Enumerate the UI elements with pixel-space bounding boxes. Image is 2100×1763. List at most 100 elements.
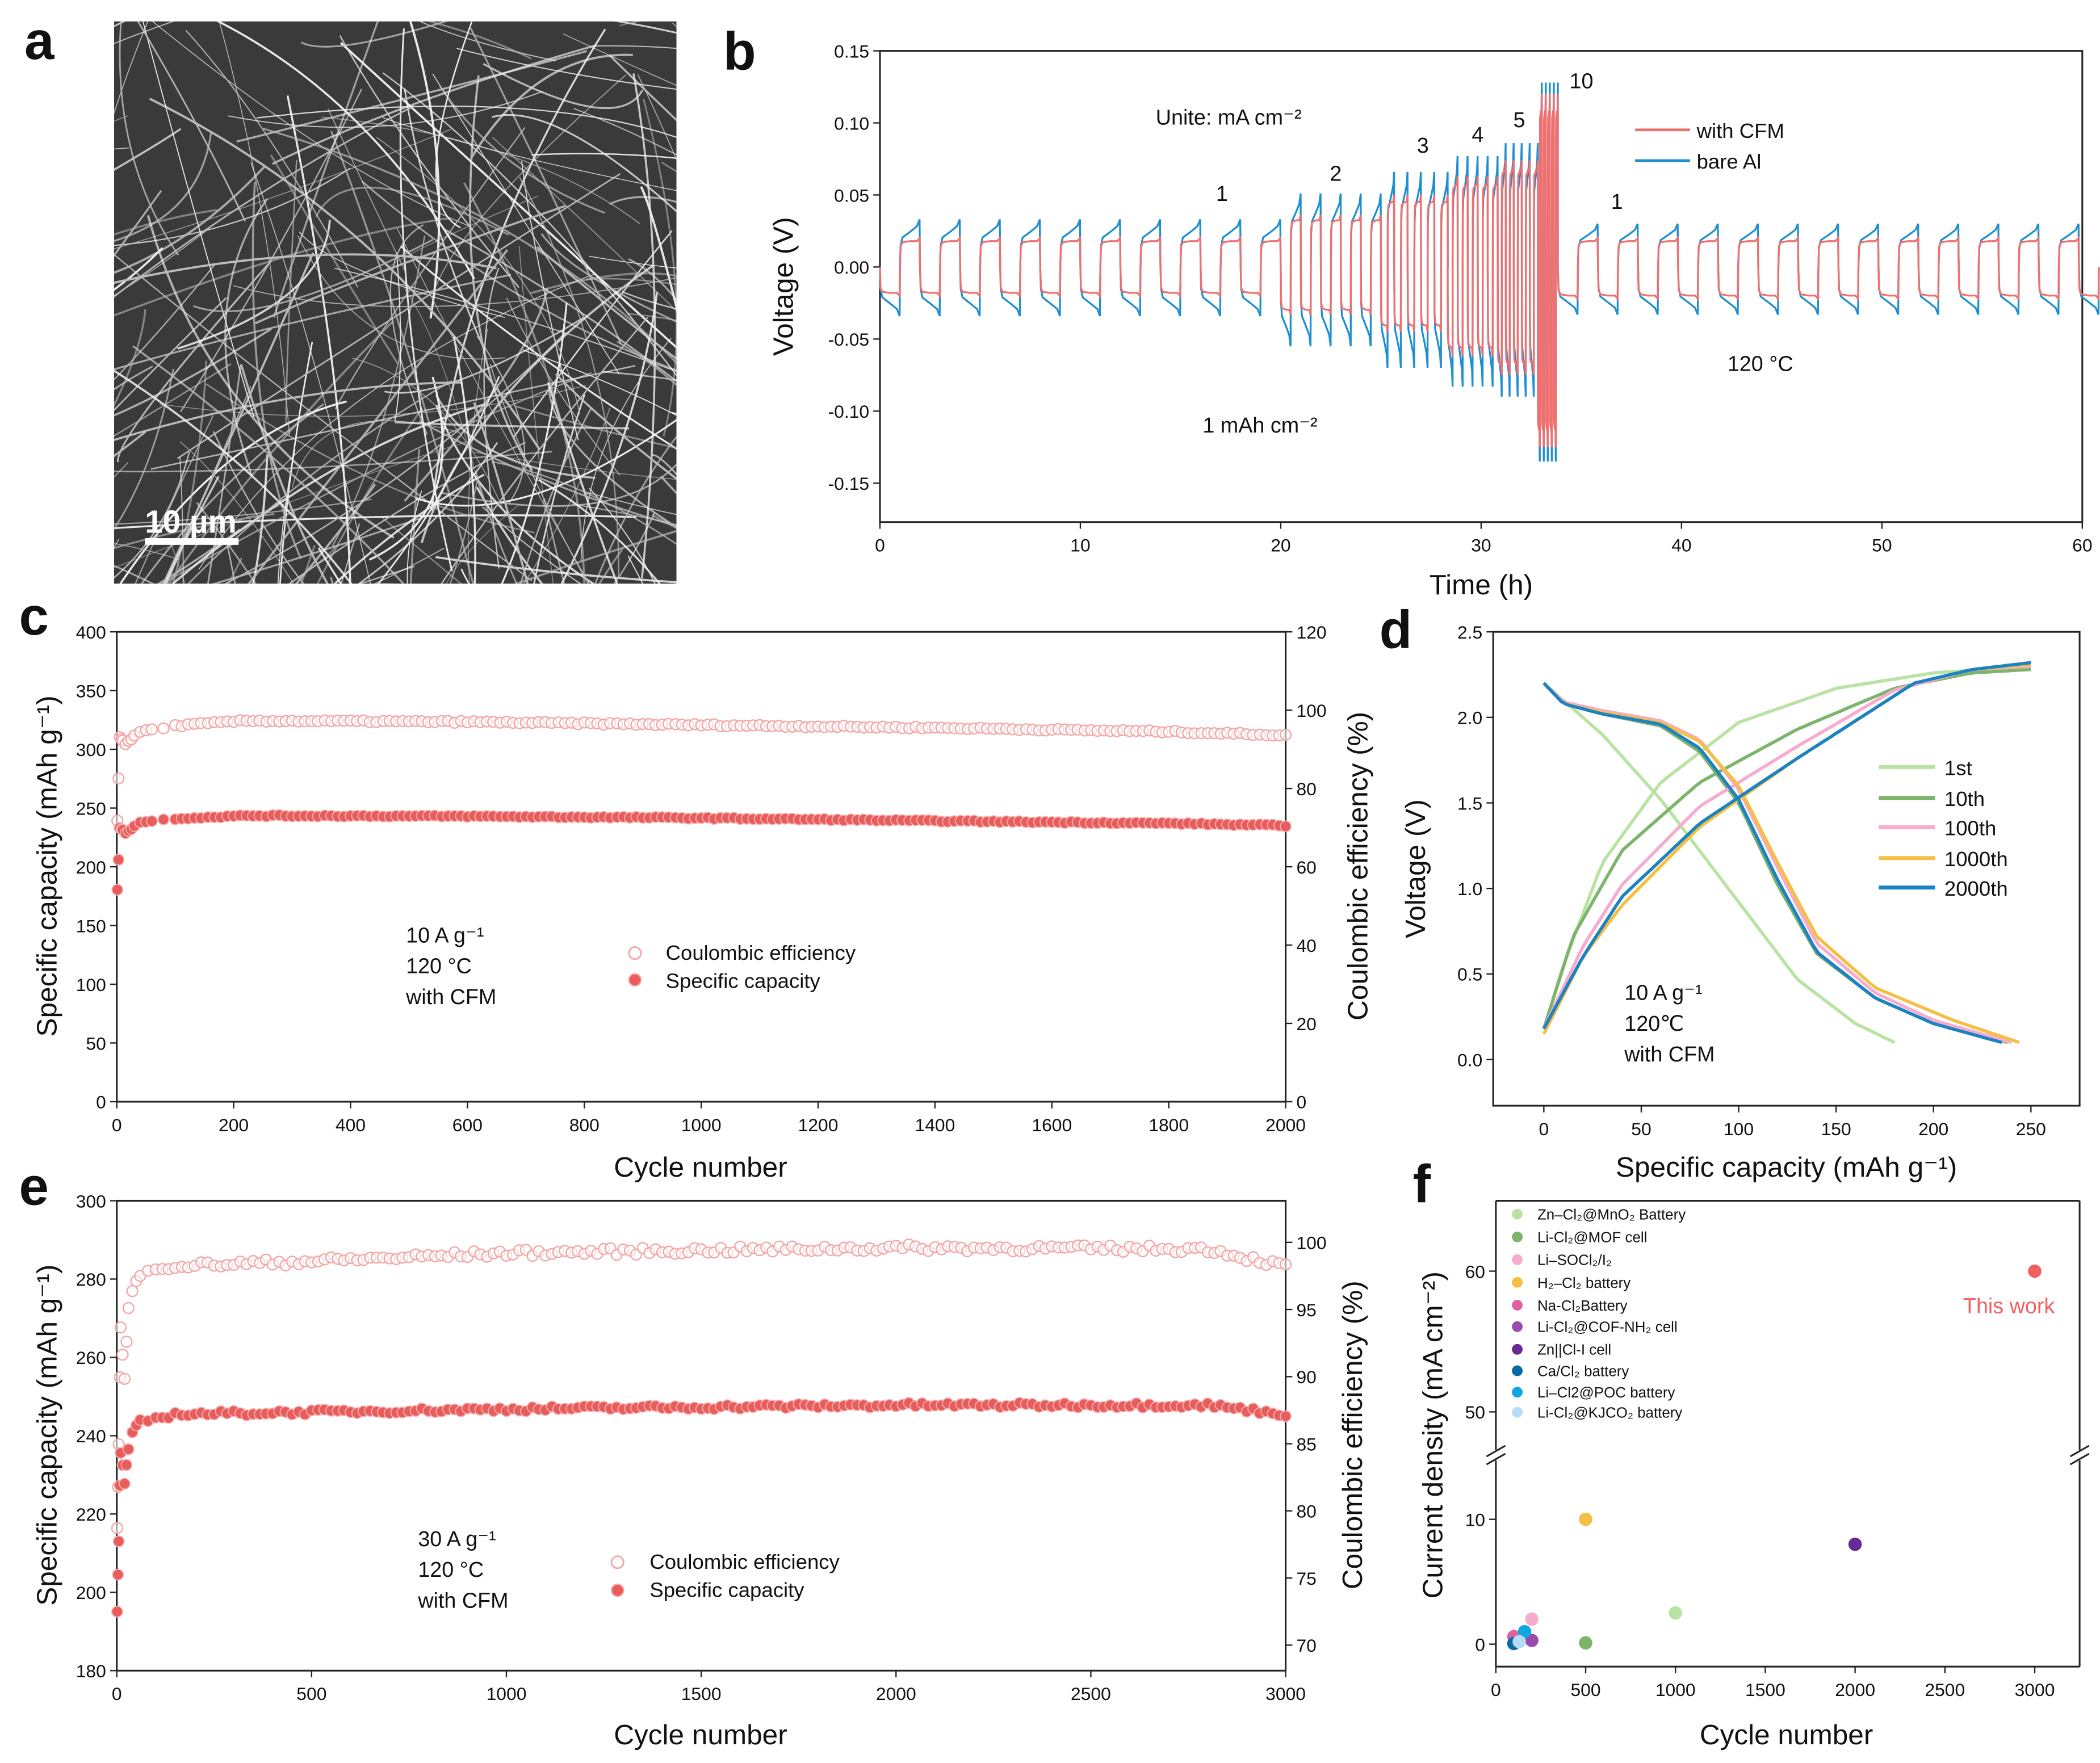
- nanofiber: [114, 309, 146, 408]
- y2-tick-label: 95: [1296, 1300, 1316, 1320]
- nanofiber: [506, 297, 621, 476]
- x-tick-label: 3000: [1265, 1684, 1306, 1704]
- x-tick-label: 60: [2072, 535, 2092, 556]
- bare-al-curve: [879, 82, 2100, 462]
- x-tick-label: 2000: [1835, 1680, 1875, 1700]
- nanofiber: [374, 548, 445, 584]
- capacity-point: [146, 815, 158, 827]
- y-tick-label: 10: [1465, 1509, 1485, 1530]
- nanofiber: [288, 442, 526, 584]
- nanofiber: [369, 583, 400, 584]
- ce-point: [114, 1321, 127, 1334]
- x-tick-label: 1000: [681, 1115, 722, 1135]
- y2-tick-label: 85: [1296, 1434, 1316, 1454]
- annotation-condition: with CFM: [1624, 1042, 1715, 1066]
- legend-label-2000th: 2000th: [1944, 877, 2008, 900]
- y-tick-label: 400: [76, 622, 106, 643]
- x-tick-label: 50: [1631, 1119, 1651, 1139]
- y-tick-label: 280: [76, 1269, 106, 1290]
- nanofiber: [586, 278, 677, 286]
- nanofiber: [193, 238, 434, 312]
- y-tick-label: 0.0: [1457, 1050, 1482, 1070]
- y-tick-label: 300: [76, 740, 106, 760]
- y2-axis-label: Coulombic efficiency (%): [1337, 1281, 1368, 1589]
- with-cfm-curve: [879, 94, 2100, 447]
- ce-point: [157, 722, 170, 734]
- x-axis-label: Cycle number: [614, 1719, 787, 1751]
- nanofiber: [613, 512, 656, 584]
- y-tick-label: 350: [76, 681, 106, 701]
- nanofiber: [589, 255, 677, 268]
- nanofiber: [523, 408, 611, 584]
- nanofiber: [396, 227, 590, 584]
- axis-break-mark: [2069, 1453, 2090, 1466]
- x-tick-label: 10: [1070, 535, 1090, 556]
- panel-label-a: a: [24, 11, 55, 70]
- nanofiber: [518, 246, 554, 584]
- nanofiber: [252, 182, 302, 559]
- nanofiber: [627, 313, 677, 321]
- legend-marker-ce: [628, 946, 642, 960]
- nanofiber: [114, 363, 232, 437]
- nanofiber: [382, 518, 462, 584]
- nanofiber: [81, 152, 113, 529]
- y-tick-label: 260: [76, 1348, 106, 1368]
- x-tick-label: 0: [112, 1115, 122, 1135]
- legend-marker: [1512, 1231, 1523, 1243]
- nanofiber: [670, 412, 677, 415]
- capacity-point: [120, 1459, 133, 1471]
- x-axis-label: Cycle number: [1700, 1719, 1873, 1751]
- legend-label: Li-Cl₂@KJCO₂ battery: [1537, 1405, 1682, 1421]
- nanofiber: [409, 21, 441, 319]
- nanofiber: [114, 133, 212, 242]
- nanofiber: [677, 414, 854, 526]
- nanofiber: [563, 33, 677, 86]
- data-point: [1518, 1625, 1532, 1639]
- y-tick-label: -0.05: [828, 329, 870, 350]
- nanofiber: [358, 442, 498, 584]
- nanofiber: [660, 475, 677, 495]
- x-tick-label: 1400: [915, 1115, 955, 1135]
- nanofiber: [114, 297, 227, 412]
- y-axis-label: Specific capacity (mAh g⁻¹): [32, 1265, 63, 1606]
- nanofiber: [330, 577, 334, 584]
- charge-curve-1st: [1542, 664, 2031, 1030]
- legend-label-1st: 1st: [1944, 757, 1972, 780]
- nanofiber: [532, 153, 677, 159]
- nanofiber: [279, 342, 313, 584]
- nanofiber: [277, 448, 296, 584]
- legend-label-100th: 100th: [1944, 817, 1996, 840]
- nanofiber: [171, 545, 186, 584]
- legend-label: Li–SOCl₂/I₂: [1537, 1253, 1612, 1269]
- legend-marker: [1512, 1321, 1523, 1332]
- y2-tick-label: 90: [1296, 1367, 1316, 1387]
- nanofiber: [321, 116, 640, 224]
- x-tick-label: 0: [875, 535, 885, 556]
- legend-marker: [1512, 1254, 1523, 1265]
- nanofiber: [219, 21, 290, 436]
- y-tick-label: 0: [96, 1092, 106, 1113]
- x-tick-label: 1600: [1032, 1115, 1072, 1135]
- nanofiber: [434, 74, 627, 291]
- ce-point: [116, 1348, 129, 1361]
- nanofiber: [256, 106, 677, 138]
- capacity-point: [119, 1477, 131, 1490]
- legend-marker: [1512, 1344, 1523, 1355]
- data-point: [1848, 1537, 1862, 1551]
- capacity-point: [1280, 1410, 1292, 1422]
- nanofiber: [114, 370, 353, 584]
- legend-label: Na-Cl₂Battery: [1537, 1298, 1628, 1314]
- nanofiber: [543, 498, 565, 584]
- capacity-point: [112, 1568, 124, 1581]
- nanofiber: [470, 53, 633, 159]
- discharge-curve-2000th: [1542, 682, 2002, 1044]
- ce-point: [1279, 1258, 1292, 1271]
- legend-label: Li-Cl₂@MOF cell: [1537, 1230, 1647, 1246]
- nanofiber: [403, 597, 758, 955]
- capacity-point: [111, 1606, 123, 1618]
- nanofiber: [358, 565, 415, 584]
- nanofiber: [699, 486, 1157, 788]
- annotation-temperature: 120 °C: [406, 954, 472, 978]
- nanofiber: [473, 451, 677, 480]
- nanofiber: [613, 21, 677, 34]
